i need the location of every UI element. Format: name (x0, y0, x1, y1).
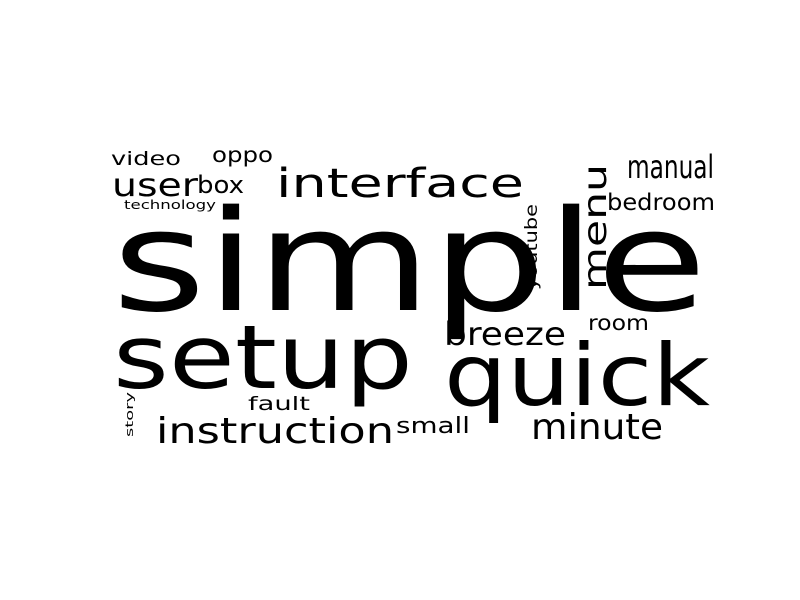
word-bedroom: bedroom (607, 190, 715, 216)
word-quick: quick (444, 326, 710, 426)
word-menu: manual (627, 148, 714, 186)
word-technology: technology (124, 198, 216, 212)
word-video: video (111, 148, 181, 170)
word-interface: interface (276, 161, 524, 207)
word-instruction: instruction (156, 411, 394, 452)
word-story: story (123, 391, 136, 437)
word-oppo: oppo (212, 143, 273, 167)
word-setup: setup (113, 306, 413, 409)
word-breeze: breeze (444, 315, 566, 353)
word-user: user (112, 166, 199, 204)
word-simple: simple (112, 181, 707, 344)
word-small: small (396, 414, 470, 439)
word-youtube: youtube (522, 204, 542, 290)
word-box: box (197, 171, 244, 199)
word-room: room (588, 311, 649, 335)
word-minute: minute (531, 407, 663, 448)
word-manual: menu (576, 164, 614, 290)
word-fault: fault (248, 393, 310, 415)
